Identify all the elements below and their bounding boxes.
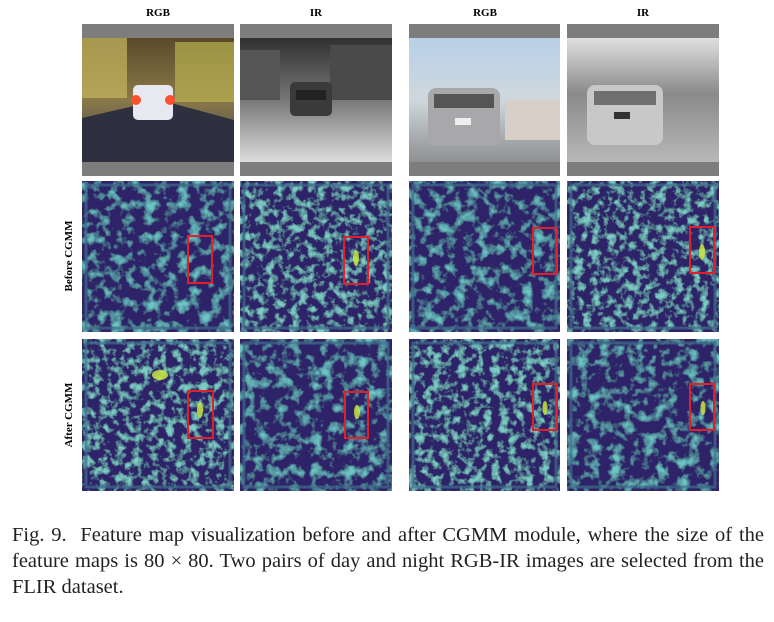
highlight-box bbox=[532, 227, 558, 275]
feature-map bbox=[240, 181, 392, 332]
figure-caption: Fig. 9. Feature map visualization before… bbox=[12, 522, 764, 600]
highlight-box bbox=[343, 236, 369, 285]
image-rgb-day bbox=[409, 24, 560, 176]
column-header: RGB bbox=[473, 7, 498, 19]
feature-map bbox=[409, 339, 560, 491]
feature-map bbox=[567, 339, 719, 491]
feature-map bbox=[409, 181, 560, 332]
image-rgb-night bbox=[82, 24, 234, 176]
highlight-box bbox=[689, 383, 715, 431]
feature-maps bbox=[82, 181, 719, 491]
feature-map bbox=[82, 339, 234, 491]
feature-map bbox=[567, 181, 719, 332]
highlight-box bbox=[689, 226, 715, 274]
figure: RGB IR RGB IR Before CGMM After CGMM bbox=[63, 7, 719, 491]
highlight-boxes bbox=[187, 226, 715, 439]
row-label: Before CGMM bbox=[63, 220, 75, 292]
caption-text: Feature map visualization before and aft… bbox=[12, 524, 764, 598]
column-header: IR bbox=[310, 7, 323, 19]
image-ir-night bbox=[240, 24, 392, 176]
highlight-box bbox=[187, 235, 213, 284]
figure-label: Fig. 9. bbox=[12, 524, 67, 546]
feature-map bbox=[240, 339, 392, 491]
image-ir-day bbox=[567, 24, 719, 176]
feature-map bbox=[82, 181, 234, 332]
highlight-box bbox=[344, 391, 369, 439]
highlight-box bbox=[187, 390, 214, 439]
row-label: After CGMM bbox=[63, 382, 75, 447]
column-header: IR bbox=[637, 7, 650, 19]
column-header: RGB bbox=[146, 7, 171, 19]
highlight-box bbox=[532, 383, 558, 431]
